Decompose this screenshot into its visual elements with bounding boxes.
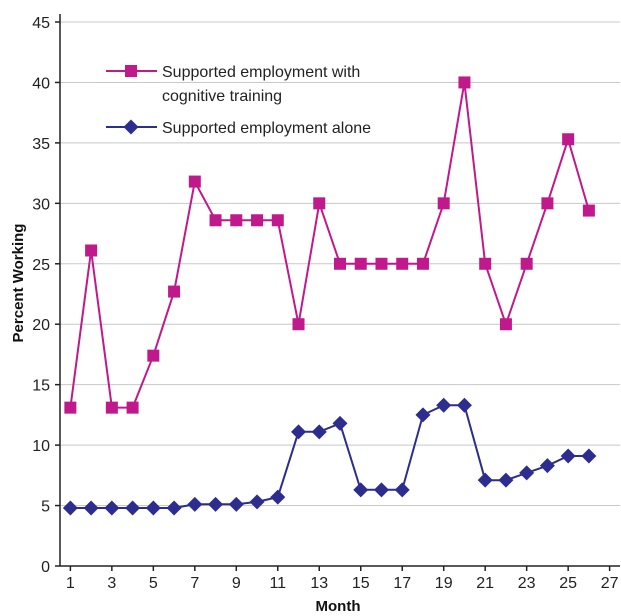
series-1-point	[353, 482, 369, 498]
x-tick-label: 21	[476, 575, 494, 592]
series-1-point	[187, 496, 203, 512]
series-0-point	[209, 214, 222, 227]
series-line-1	[70, 404, 589, 509]
series-1-point	[270, 489, 286, 505]
series-0-point	[313, 197, 326, 210]
series-layer	[62, 76, 597, 516]
series-0-point	[416, 257, 429, 270]
series-1-point	[83, 500, 99, 516]
series-0-point	[334, 257, 346, 270]
series-0-point	[230, 214, 243, 227]
x-axis-title: Month	[316, 598, 361, 615]
series-1-point	[581, 448, 597, 464]
series-1-point	[311, 424, 327, 440]
series-0-point	[251, 214, 264, 227]
series-0-point	[354, 257, 367, 270]
legend-label: Supported employment with	[162, 64, 360, 81]
series-1-point	[62, 500, 78, 516]
series-0-point	[562, 133, 575, 146]
x-tick-label: 19	[435, 575, 453, 592]
series-0-point	[271, 214, 284, 227]
series-0-point	[582, 204, 595, 217]
series-1-point	[539, 458, 555, 474]
legend-marker-1	[123, 119, 139, 135]
series-1-point	[415, 407, 431, 423]
x-tick-label: 27	[601, 575, 619, 592]
series-1-point	[560, 448, 576, 464]
x-tick-label: 17	[393, 575, 411, 592]
x-tick-label: 15	[352, 575, 370, 592]
series-1-point	[208, 496, 224, 512]
series-0-point	[188, 175, 201, 188]
series-1-point	[125, 500, 141, 516]
y-tick-label: 25	[32, 257, 50, 274]
series-0-point	[85, 244, 98, 257]
x-tick-label: 13	[310, 575, 328, 592]
series-1-point	[104, 500, 120, 516]
legend: Supported employment with cognitive train…	[106, 64, 371, 137]
series-line-0	[69, 82, 590, 409]
series-1-point	[519, 465, 535, 481]
x-tick-label: 5	[149, 575, 158, 592]
legend-label: cognitive training	[162, 88, 282, 105]
x-tick-label: 1	[66, 575, 75, 592]
x-tick-label: 11	[269, 575, 286, 592]
series-0-point	[105, 401, 118, 414]
y-tick-label: 0	[41, 559, 50, 576]
series-1-point	[477, 472, 493, 488]
series-0-point	[64, 401, 77, 414]
series-0-point	[375, 257, 388, 270]
series-0-point	[292, 318, 305, 331]
series-0-point	[168, 285, 181, 298]
x-tick-label: 7	[190, 575, 199, 592]
series-1-point	[498, 472, 514, 488]
series-0-point	[541, 197, 554, 210]
series-0-point	[499, 318, 512, 331]
y-tick-label: 15	[32, 378, 50, 395]
x-tick-label: 25	[559, 575, 577, 592]
x-tick-label: 3	[107, 575, 116, 592]
series-1-point	[145, 500, 161, 516]
series-0-point	[147, 349, 160, 362]
series-1-point	[436, 397, 452, 413]
x-tick-label: 23	[518, 575, 536, 592]
y-tick-label: 45	[32, 15, 50, 32]
y-axis-title: Percent Working	[10, 224, 27, 343]
legend-label: Supported employment alone	[162, 120, 371, 137]
series-1-point	[249, 494, 265, 510]
series-0-point	[396, 257, 409, 270]
x-tick-label: 9	[232, 575, 241, 592]
y-tick-label: 35	[32, 136, 50, 153]
y-tick-label: 10	[32, 438, 50, 455]
series-0-point	[458, 76, 471, 89]
series-1-point	[166, 500, 182, 516]
series-1-point	[228, 496, 244, 512]
y-tick-label: 5	[41, 499, 50, 516]
series-0-point	[126, 401, 139, 414]
series-1-point	[373, 482, 389, 498]
series-1-point	[332, 415, 348, 431]
y-tick-label: 40	[32, 75, 50, 92]
legend-marker-0	[125, 65, 137, 77]
series-1-point	[394, 482, 410, 498]
series-1-point	[291, 424, 307, 440]
series-0-point	[437, 197, 450, 210]
y-tick-label: 20	[32, 317, 50, 334]
series-0-point	[479, 257, 492, 270]
series-0-point	[520, 257, 533, 270]
series-1-point	[456, 397, 472, 413]
y-tick-label: 30	[32, 196, 50, 213]
